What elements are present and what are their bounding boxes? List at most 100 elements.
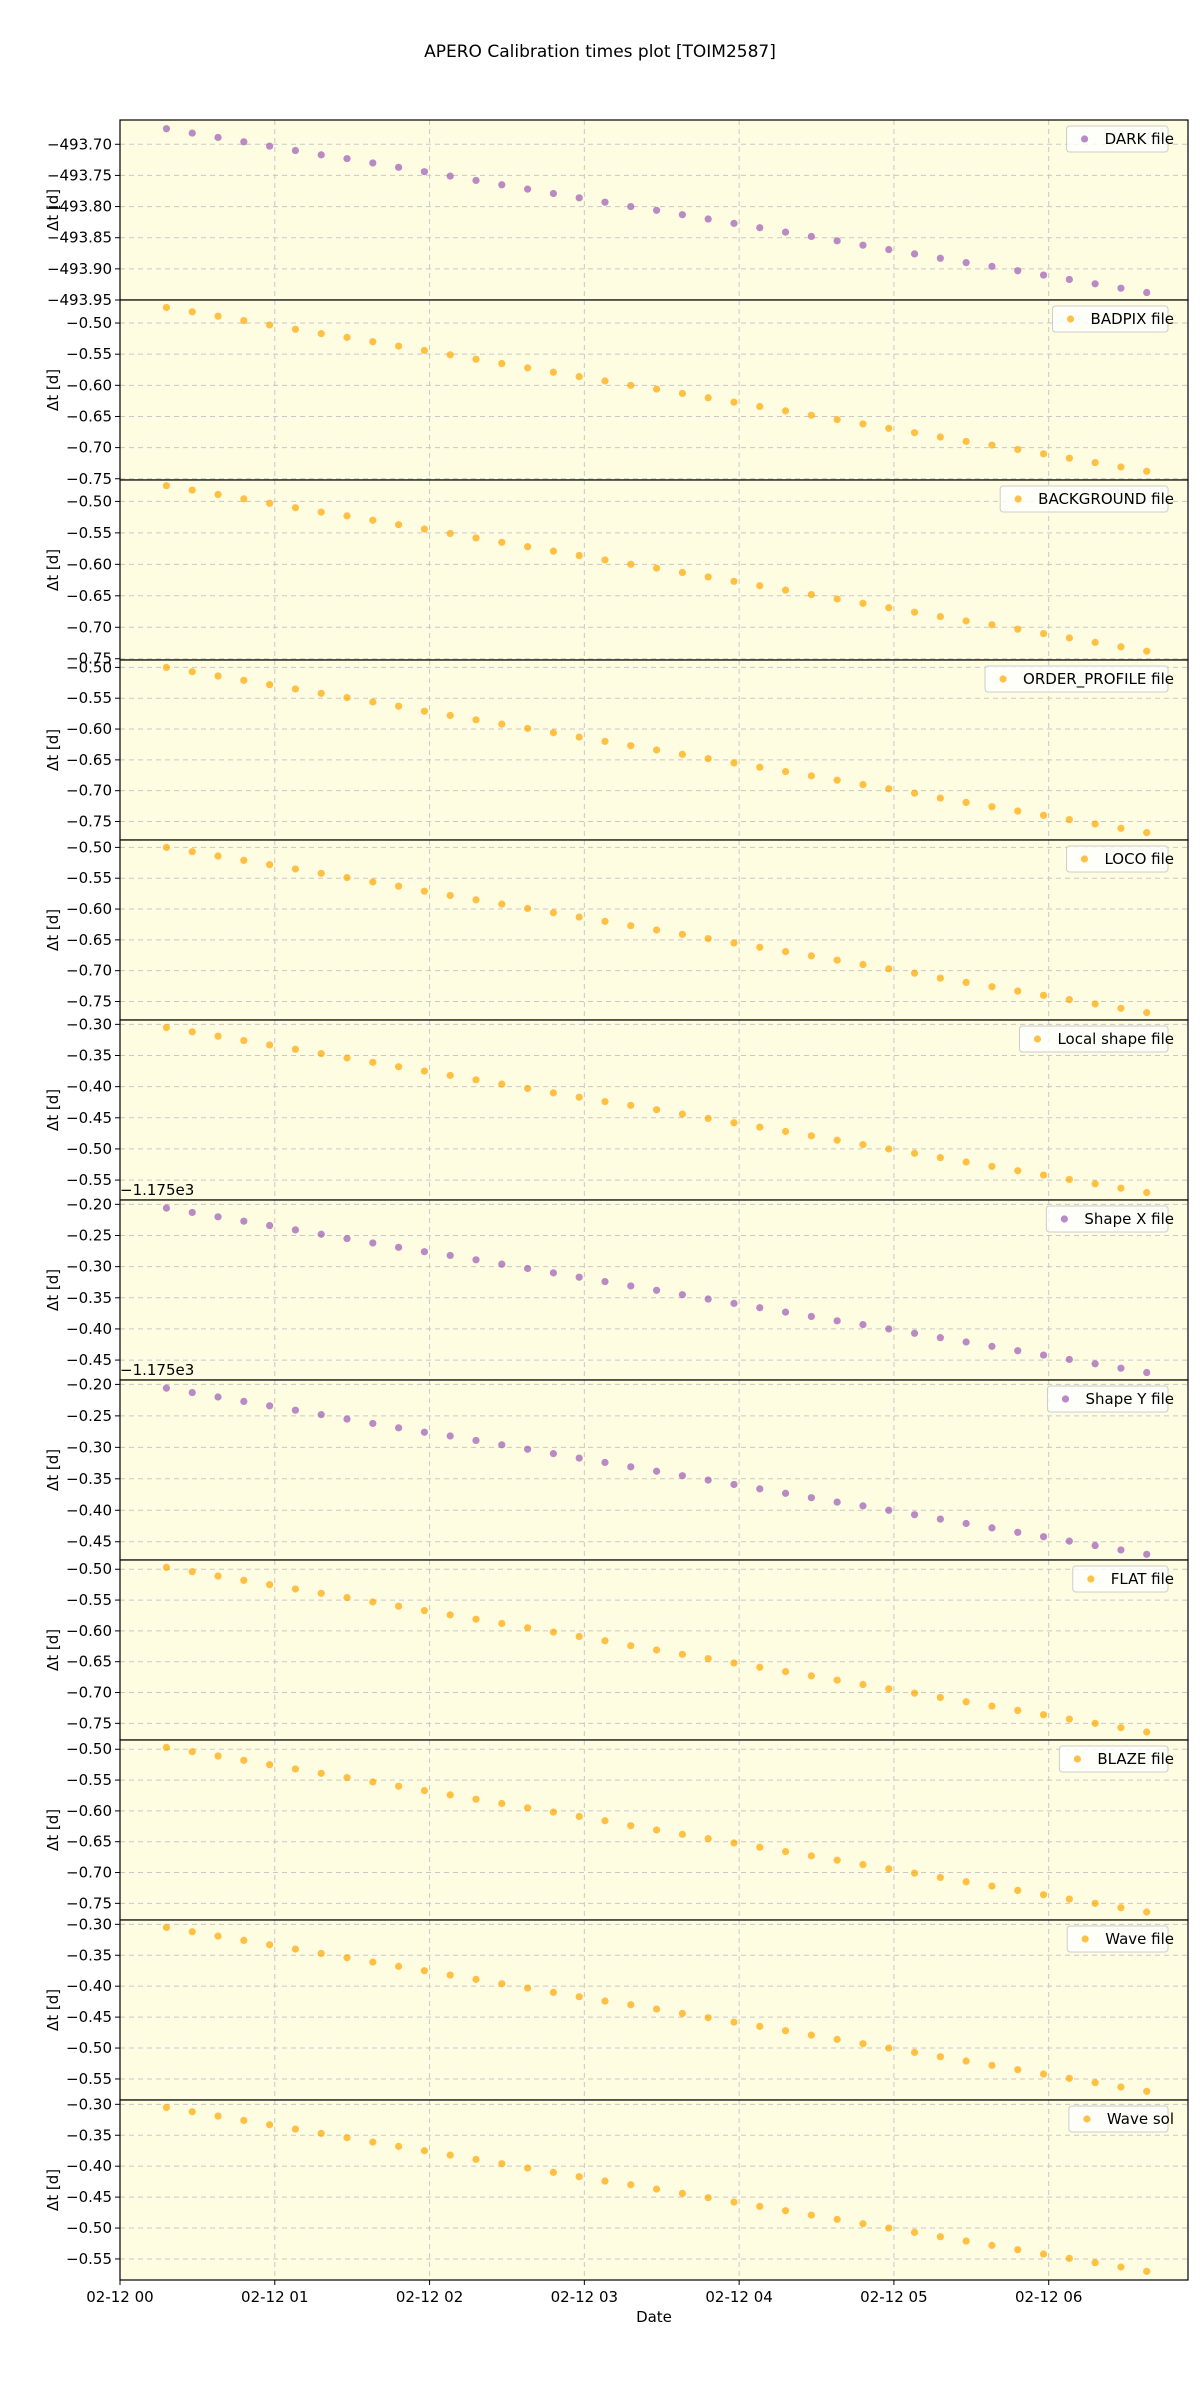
data-point bbox=[601, 1277, 609, 1286]
data-point bbox=[833, 1317, 841, 1325]
legend-label: BLAZE file bbox=[1097, 1750, 1174, 1768]
data-point bbox=[395, 1424, 403, 1432]
data-point bbox=[523, 364, 532, 372]
data-point bbox=[1143, 1728, 1151, 1736]
data-point bbox=[317, 151, 325, 159]
legend-marker bbox=[1014, 495, 1022, 503]
data-point bbox=[266, 1581, 274, 1589]
data-point bbox=[575, 1812, 583, 1821]
legend-marker bbox=[1073, 1755, 1081, 1763]
data-point bbox=[498, 2160, 506, 2168]
data-point bbox=[420, 2147, 429, 2155]
data-point bbox=[1117, 1904, 1125, 1912]
data-point bbox=[833, 1856, 841, 1864]
data-point bbox=[910, 969, 919, 977]
data-point bbox=[1091, 458, 1099, 467]
legend-box bbox=[1065, 845, 1169, 873]
data-point bbox=[885, 1685, 893, 1693]
legend-label: FLAT file bbox=[1111, 1570, 1174, 1588]
y-tick-label: −0.35 bbox=[66, 1946, 112, 1964]
data-point bbox=[369, 1058, 377, 1066]
data-point bbox=[756, 1304, 764, 1312]
y-tick-label: −0.55 bbox=[66, 869, 112, 887]
data-point bbox=[885, 424, 893, 432]
data-point bbox=[317, 1769, 325, 1777]
data-point bbox=[678, 1830, 686, 1838]
legend: Wave file bbox=[1066, 1925, 1174, 1953]
data-point bbox=[1091, 2079, 1099, 2087]
data-point bbox=[446, 1071, 454, 1080]
data-point bbox=[781, 767, 790, 776]
legend-label: Shape Y file bbox=[1085, 1390, 1174, 1408]
data-point bbox=[885, 785, 893, 793]
data-point bbox=[1039, 1533, 1048, 1541]
data-point bbox=[1014, 445, 1022, 454]
data-point bbox=[1143, 288, 1151, 297]
data-point bbox=[627, 202, 635, 211]
data-point bbox=[781, 1308, 790, 1316]
data-point bbox=[240, 1576, 248, 1584]
data-point bbox=[962, 617, 970, 625]
y-axis-label: Δt [d] bbox=[44, 1629, 62, 1671]
y-tick-label: −0.50 bbox=[66, 2039, 112, 2057]
legend: Shape Y file bbox=[1046, 1385, 1174, 1413]
data-point bbox=[833, 237, 841, 245]
x-tick-label: 02-12 06 bbox=[1015, 2288, 1082, 2306]
data-point bbox=[652, 1826, 661, 1834]
data-point bbox=[859, 241, 867, 249]
data-point bbox=[807, 1494, 815, 1502]
data-point bbox=[214, 133, 222, 142]
legend-label: BACKGROUND file bbox=[1038, 490, 1174, 508]
data-point bbox=[833, 2035, 841, 2043]
data-point bbox=[266, 861, 274, 869]
data-point bbox=[833, 1136, 841, 1144]
data-point bbox=[910, 1869, 919, 1877]
data-point bbox=[936, 433, 944, 441]
data-point bbox=[446, 172, 454, 180]
y-tick-label: −0.50 bbox=[66, 658, 112, 676]
legend: LOCO file bbox=[1065, 845, 1174, 873]
data-point bbox=[1065, 1895, 1073, 1903]
legend: ORDER_PROFILE file bbox=[984, 665, 1174, 693]
data-point bbox=[885, 1145, 893, 1153]
data-point bbox=[317, 1411, 325, 1419]
y-tick-label: −0.75 bbox=[66, 650, 112, 668]
data-point bbox=[343, 1954, 351, 1962]
y-axis-label: Δt [d] bbox=[44, 1809, 62, 1851]
data-point bbox=[1091, 1360, 1099, 1368]
data-point bbox=[910, 250, 919, 258]
x-tick-label: 02-12 05 bbox=[860, 2288, 927, 2306]
x-tick-label: 02-12 03 bbox=[551, 2288, 618, 2306]
legend-box bbox=[1058, 1745, 1169, 1773]
data-point bbox=[498, 1441, 506, 1449]
data-point bbox=[601, 1637, 609, 1645]
data-point bbox=[601, 1458, 609, 1467]
data-point bbox=[936, 2233, 944, 2241]
legend-box bbox=[1068, 2105, 1169, 2133]
data-point bbox=[627, 1822, 635, 1830]
data-point bbox=[988, 1162, 996, 1170]
data-point bbox=[214, 1393, 222, 1401]
data-point bbox=[807, 232, 815, 241]
data-point bbox=[833, 1676, 841, 1684]
y-tick-label: −0.60 bbox=[66, 1802, 112, 1820]
data-point bbox=[1143, 467, 1151, 475]
data-point bbox=[472, 2155, 480, 2163]
data-point bbox=[936, 974, 944, 982]
data-point bbox=[523, 724, 532, 733]
data-point bbox=[1039, 1171, 1048, 1179]
data-point bbox=[291, 2125, 300, 2133]
data-point bbox=[420, 1067, 429, 1075]
data-point bbox=[549, 368, 557, 376]
data-point bbox=[910, 2228, 919, 2236]
data-point bbox=[936, 612, 944, 621]
legend: Shape X file bbox=[1045, 1205, 1174, 1233]
data-point bbox=[162, 843, 171, 851]
legend-label: DARK file bbox=[1105, 130, 1174, 148]
data-point bbox=[1091, 1180, 1099, 1188]
data-point bbox=[678, 568, 686, 577]
data-point bbox=[807, 411, 815, 419]
data-point bbox=[1143, 1188, 1151, 1197]
y-tick-label: −0.55 bbox=[66, 689, 112, 707]
data-point bbox=[652, 1646, 661, 1654]
